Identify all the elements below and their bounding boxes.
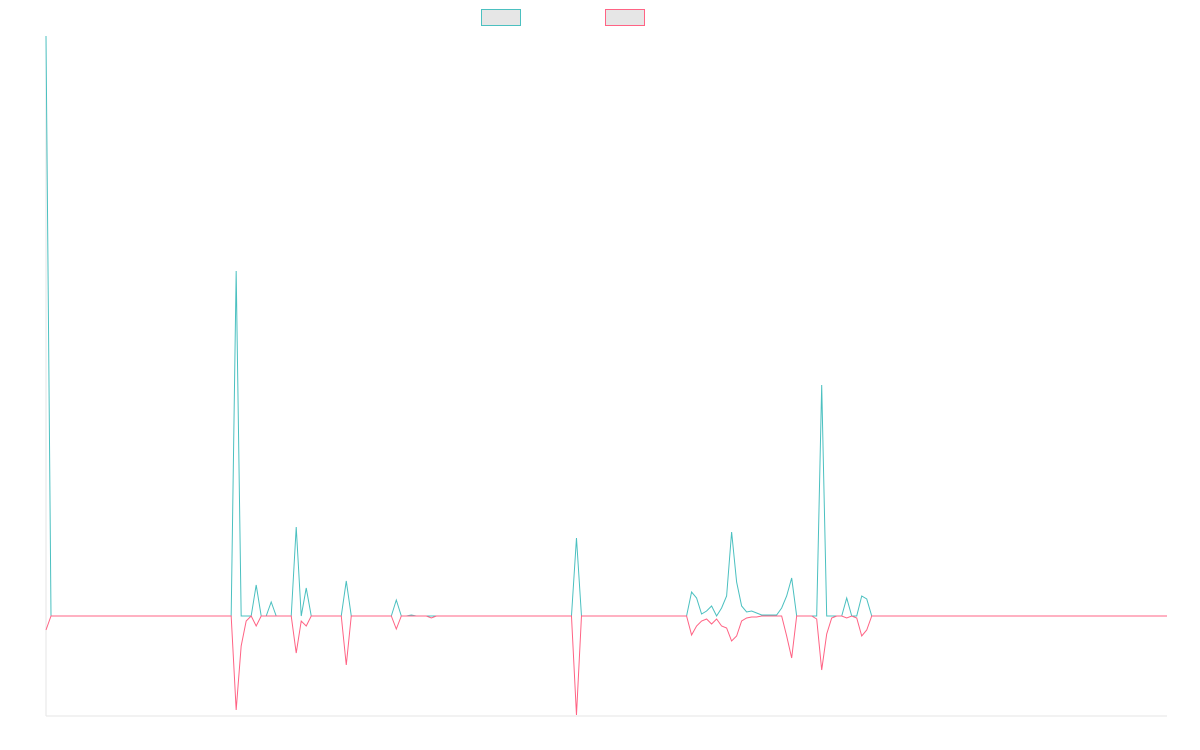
legend-swatch[interactable]: [605, 9, 645, 26]
legend-swatch[interactable]: [481, 9, 521, 26]
series-line: [45, 35, 1167, 618]
series-line: [45, 615, 1167, 716]
